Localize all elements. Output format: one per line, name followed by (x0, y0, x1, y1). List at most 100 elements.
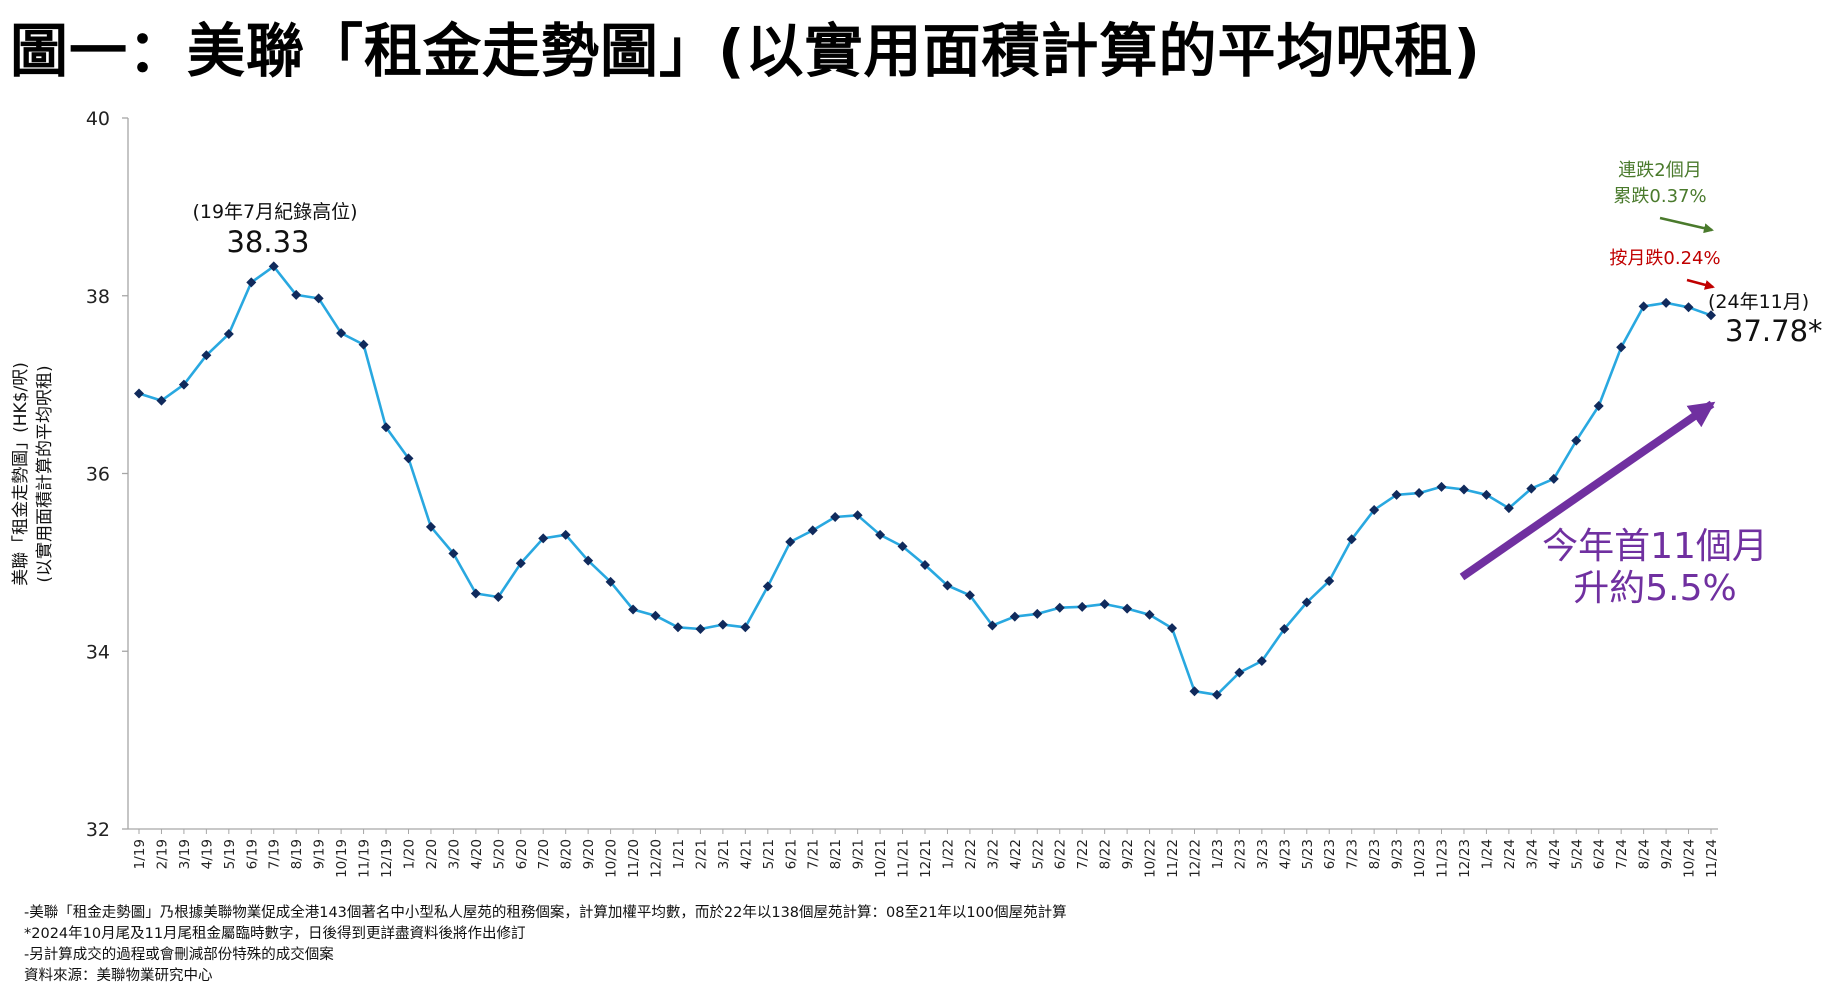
x-tick-label: 3/23 (1255, 839, 1271, 869)
data-point-marker (1054, 602, 1065, 613)
data-point-marker (493, 592, 504, 603)
data-point-marker (583, 555, 594, 566)
data-point-marker (1211, 689, 1222, 700)
x-tick-label: 5/23 (1300, 839, 1316, 869)
x-tick-label: 8/20 (559, 839, 575, 869)
x-tick-label: 11/20 (626, 839, 642, 878)
data-point-marker (134, 388, 144, 399)
data-point-marker (1458, 484, 1469, 495)
x-tick-label: 2/23 (1232, 839, 1248, 869)
x-tick-label: 8/21 (828, 839, 844, 869)
x-tick-label: 10/22 (1143, 839, 1159, 878)
x-tick-label: 4/23 (1277, 839, 1293, 869)
x-tick-label: 7/20 (536, 839, 552, 869)
data-point-marker (246, 277, 257, 288)
x-tick-label: 10/20 (604, 839, 620, 878)
green-down-arrow (1659, 216, 1714, 234)
y-tick-label: 38 (86, 286, 110, 308)
data-point-marker (717, 619, 728, 630)
x-tick-label: 3/22 (985, 839, 1001, 869)
x-tick-label: 12/22 (1187, 839, 1203, 878)
data-point-marker (1481, 489, 1492, 500)
data-point-marker (223, 328, 234, 339)
data-point-marker (830, 512, 841, 523)
x-tick-label: 4/21 (738, 839, 754, 869)
x-tick-label: 8/23 (1367, 839, 1383, 869)
data-point-marker (1436, 481, 1447, 492)
x-tick-label: 1/24 (1479, 839, 1495, 869)
data-point-marker (291, 289, 302, 300)
y-axis-label-line1: 美聯「租金走勢圖」(HK$/呎) (11, 362, 31, 586)
x-tick-label: 3/24 (1524, 839, 1540, 869)
data-point-marker (1009, 611, 1020, 622)
x-tick-label: 6/19 (244, 839, 260, 869)
data-point-marker (785, 536, 796, 547)
monthly-drop-annotation: 按月跌0.24% (1609, 248, 1720, 269)
x-tick-label: 9/21 (851, 839, 867, 869)
rent-series-line (138, 265, 1712, 697)
data-point-marker (1234, 667, 1245, 678)
footnote-1: -美聯「租金走勢圖」乃根據美聯物業促成全港143個著名中小型私人屋苑的租務個案，… (24, 905, 1067, 921)
data-point-marker (672, 622, 683, 633)
data-point-marker (1077, 601, 1088, 612)
data-point-marker (1683, 302, 1694, 313)
x-tick-label: 7/24 (1614, 839, 1630, 869)
data-point-marker (1122, 603, 1133, 614)
data-point-marker (964, 590, 975, 601)
data-point-marker (1099, 599, 1110, 610)
data-point-marker (1571, 435, 1582, 446)
data-point-marker (942, 580, 953, 591)
x-tick-label: 8/22 (1098, 839, 1114, 869)
x-tick-label: 2/22 (963, 839, 979, 869)
x-tick-label: 12/20 (649, 839, 665, 878)
x-tick-label: 1/22 (940, 839, 956, 869)
data-point-marker (605, 576, 616, 587)
footnotes: -美聯「租金走勢圖」乃根據美聯物業促成全港143個著名中小型私人屋苑的租務個案，… (24, 903, 1067, 987)
data-point-marker (762, 581, 773, 592)
x-tick-label: 12/19 (379, 839, 395, 878)
y-axis-ticks: 32 34 36 38 40 (86, 108, 128, 841)
ytd-rise-line2: 升約5.5% (1573, 568, 1736, 609)
x-tick-label: 8/19 (289, 839, 305, 869)
x-tick-label: 7/21 (806, 839, 822, 869)
x-tick-label: 2/24 (1502, 839, 1518, 869)
data-point-marker (1706, 310, 1716, 321)
data-point-marker (336, 328, 347, 339)
footnote-3: -另計算成交的過程或會刪減部份特殊的成交個案 (24, 947, 334, 963)
data-point-marker (313, 293, 324, 304)
data-point-marker (1414, 488, 1425, 499)
x-tick-label: 6/21 (783, 839, 799, 869)
data-point-marker (1256, 656, 1267, 667)
data-point-marker (1324, 576, 1335, 587)
data-point-marker (875, 529, 886, 540)
x-tick-label: 6/24 (1592, 839, 1608, 869)
data-point-marker (1167, 623, 1178, 634)
data-point-marker (740, 622, 751, 633)
y-tick-label: 34 (86, 641, 110, 663)
data-point-marker (1144, 609, 1155, 620)
data-point-marker (201, 350, 212, 361)
x-tick-label: 7/19 (267, 839, 283, 869)
footnote-2: *2024年10月尾及11月尾租金屬臨時數字，日後得到更詳盡資料後將作出修訂 (24, 926, 526, 942)
x-tick-label: 9/19 (312, 839, 328, 869)
footnote-4: 資料來源：美聯物業研究中心 (24, 968, 213, 984)
data-point-marker (1503, 503, 1514, 514)
x-tick-label: 1/19 (132, 839, 148, 869)
data-point-marker (560, 529, 571, 540)
x-tick-label: 9/23 (1390, 839, 1406, 869)
x-tick-label: 3/19 (177, 839, 193, 869)
data-point-marker (448, 548, 459, 559)
data-point-marker (1526, 483, 1537, 494)
data-point-marker (1616, 342, 1627, 353)
y-tick-label: 32 (86, 819, 110, 841)
x-tick-label: 4/20 (469, 839, 485, 869)
x-tick-label: 5/20 (491, 839, 507, 869)
x-tick-label: 9/20 (581, 839, 597, 869)
x-tick-label: 4/19 (199, 839, 215, 869)
data-point-marker (1638, 301, 1649, 312)
data-point-marker (1369, 504, 1380, 515)
data-point-marker (403, 453, 414, 464)
data-point-marker (425, 521, 436, 532)
x-tick-label: 1/21 (671, 839, 687, 869)
latest-annotation-value: 37.78* (1725, 314, 1823, 348)
